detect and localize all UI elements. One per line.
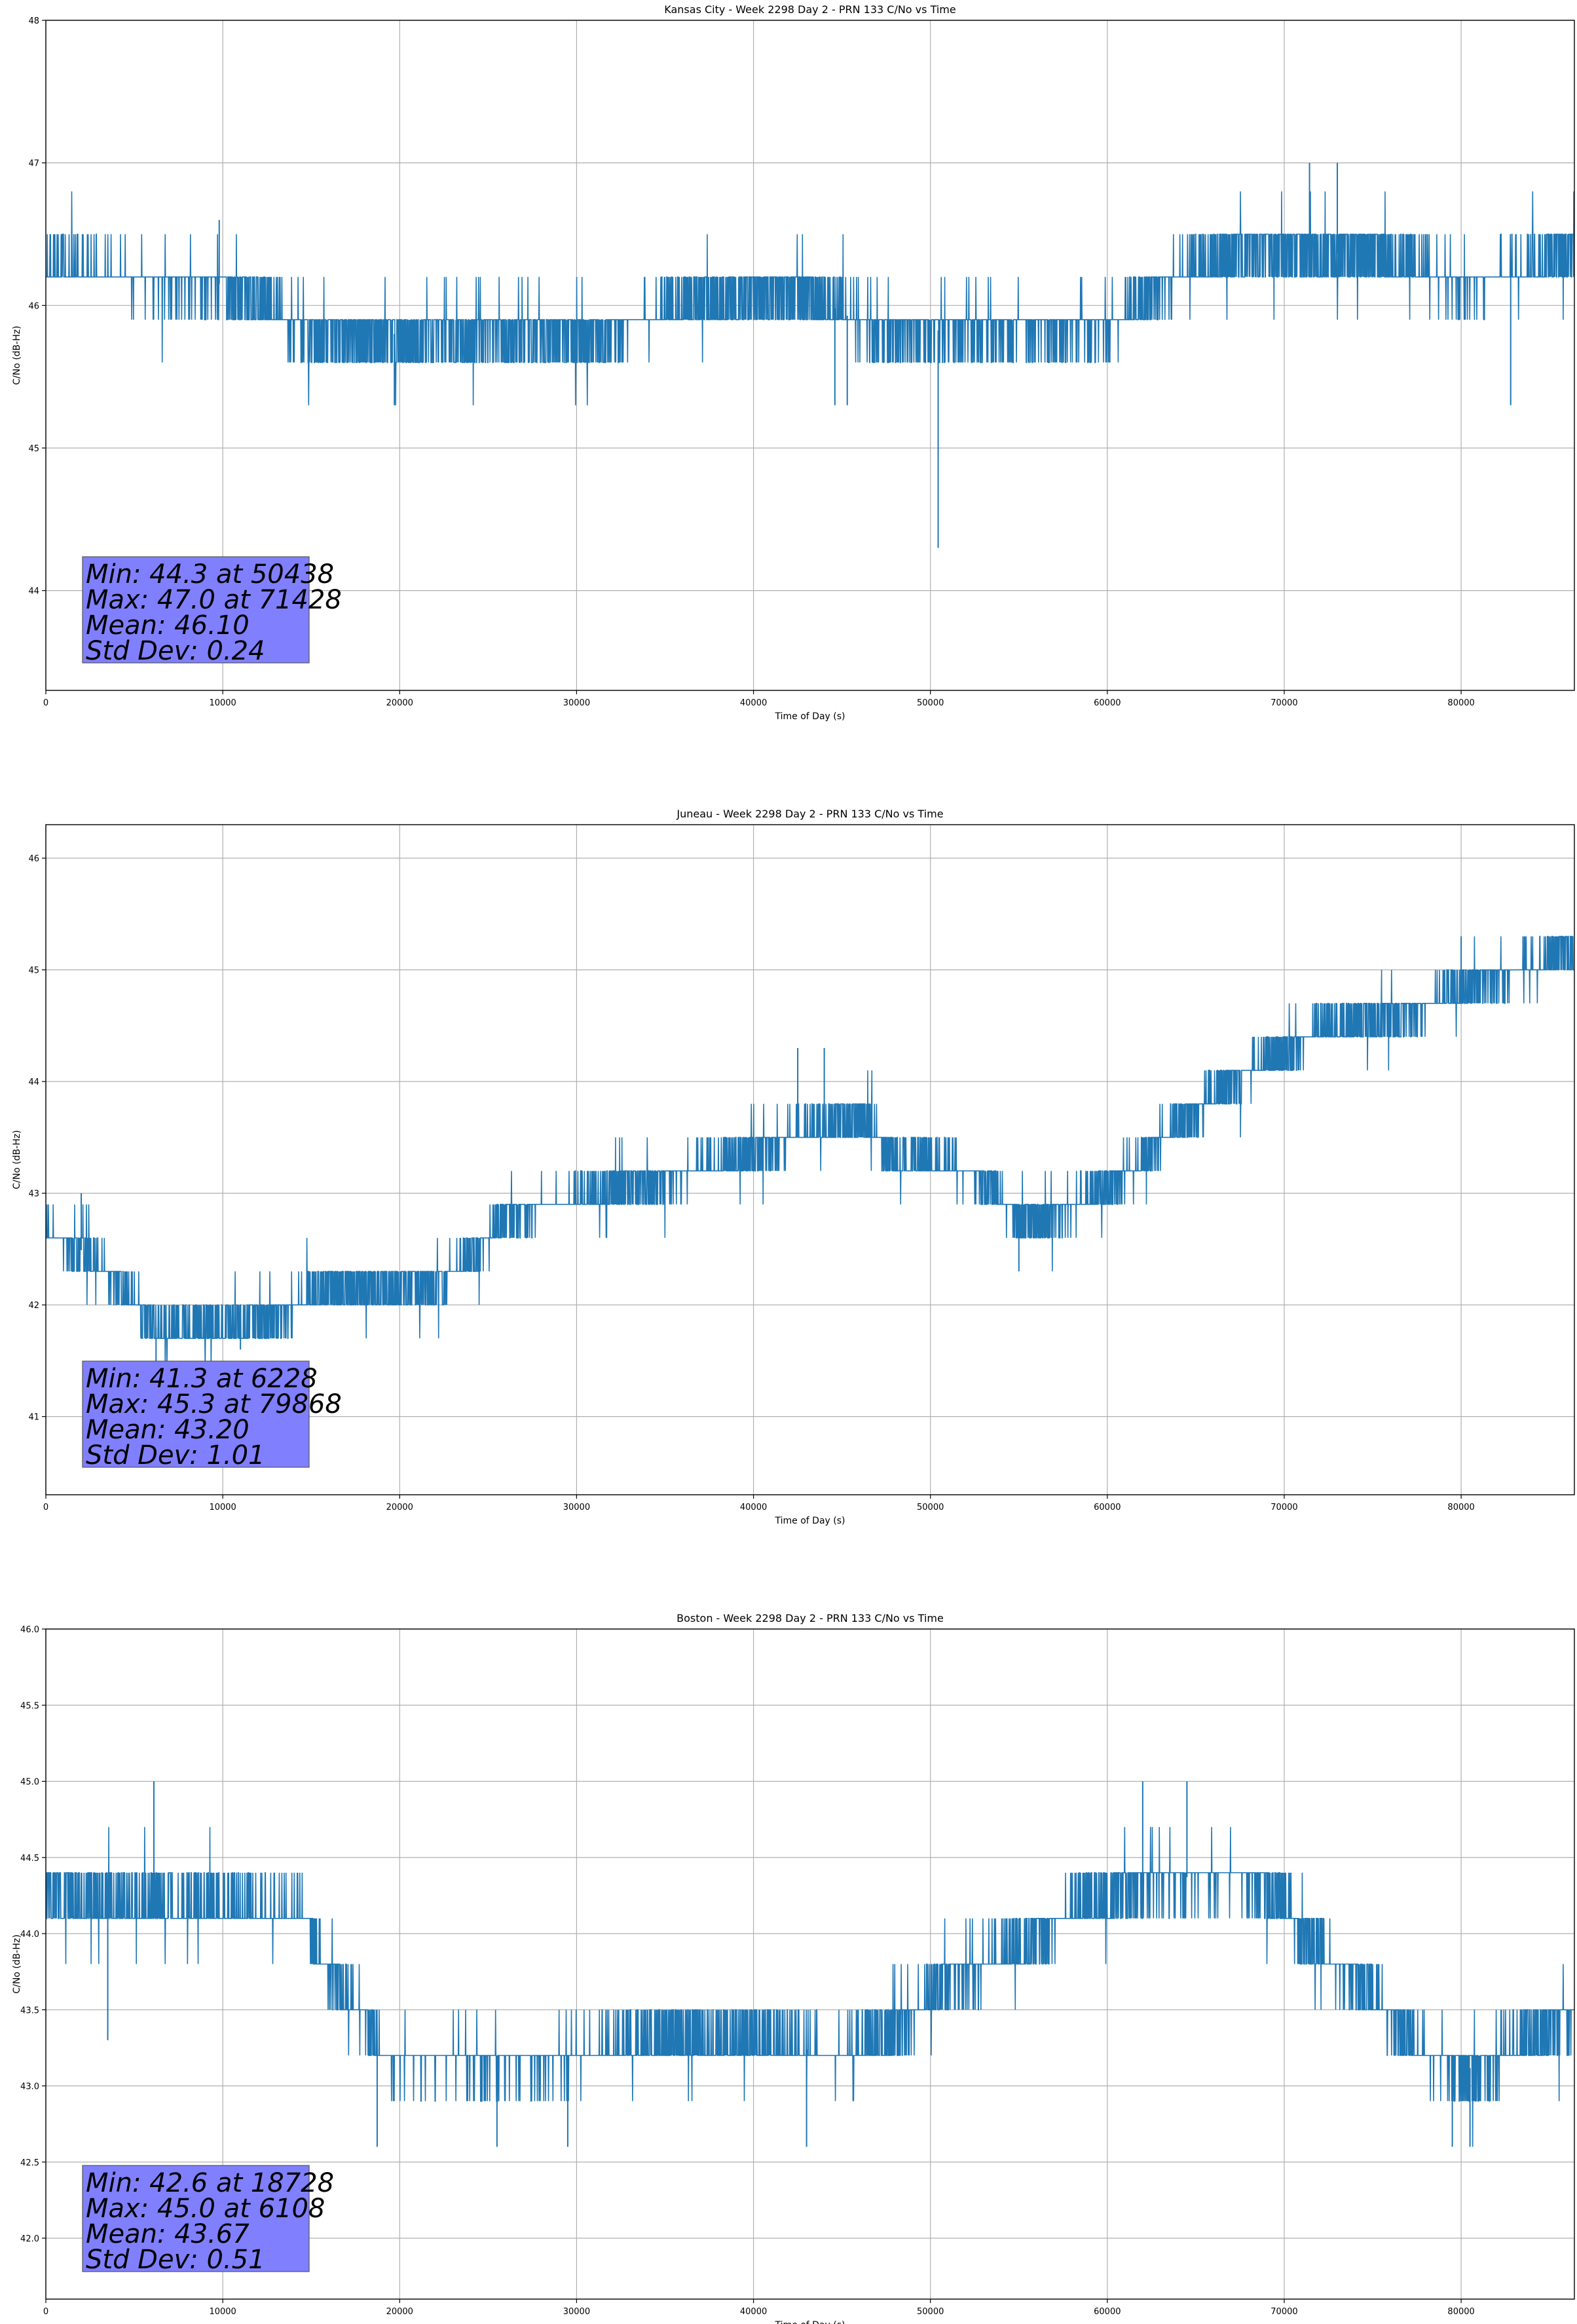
y-tick-label: 42.5 [20, 2158, 39, 2168]
chart-title: Kansas City - Week 2298 Day 2 - PRN 133 … [664, 3, 955, 16]
stats-line: Mean: 46.10 [86, 610, 250, 641]
chart-panel-2: Juneau - Week 2298 Day 2 - PRN 133 C/No … [12, 808, 1575, 1526]
y-tick-label: 44.5 [20, 1854, 39, 1864]
y-tick-label: 45 [28, 444, 39, 454]
x-tick-label: 50000 [917, 698, 944, 708]
y-tick-label: 44.0 [20, 1930, 39, 1940]
plot-frame [45, 824, 1575, 1495]
x-tick-label: 30000 [563, 2307, 590, 2317]
y-tick-label: 44 [28, 1078, 39, 1087]
y-tick-label: 42.0 [20, 2234, 39, 2244]
y-tick-label: 47 [28, 159, 39, 169]
stats-line: Min: 44.3 at 50438 [86, 559, 334, 590]
plot-frame [45, 20, 1575, 691]
x-axis-label: Time of Day (s) [775, 2320, 845, 2324]
x-tick-label: 30000 [563, 698, 590, 708]
x-axis-label: Time of Day (s) [775, 1516, 845, 1526]
x-axis-label: Time of Day (s) [775, 711, 845, 722]
x-tick-label: 80000 [1447, 1503, 1474, 1512]
x-tick-label: 80000 [1447, 698, 1474, 708]
y-axis-label: C/No (dB-Hz) [12, 326, 22, 384]
y-tick-label: 43.5 [20, 2006, 39, 2015]
stats-line: Std Dev: 0.51 [86, 2245, 265, 2275]
stats-line: Max: 45.0 at 6108 [86, 2194, 325, 2224]
x-tick-label: 10000 [209, 1503, 236, 1512]
x-tick-label: 40000 [740, 1503, 767, 1512]
data-series-line [46, 1827, 1574, 2147]
stats-line: Mean: 43.67 [86, 2219, 250, 2249]
stats-line: Std Dev: 1.01 [86, 1440, 265, 1471]
y-tick-label: 45 [28, 966, 39, 976]
x-tick-label: 60000 [1094, 698, 1121, 708]
x-tick-label: 0 [43, 2307, 48, 2317]
y-tick-label: 45.0 [20, 1778, 39, 1788]
x-tick-label: 20000 [386, 2307, 413, 2317]
stats-line: Std Dev: 0.24 [86, 636, 265, 666]
x-tick-label: 70000 [1271, 2307, 1297, 2317]
x-tick-label: 30000 [563, 1503, 590, 1512]
chart-panel-3: Boston - Week 2298 Day 2 - PRN 133 C/No … [12, 1612, 1575, 2324]
x-tick-label: 50000 [917, 2307, 944, 2317]
x-tick-label: 60000 [1094, 2307, 1121, 2317]
x-tick-label: 40000 [740, 2307, 767, 2317]
x-tick-label: 10000 [209, 698, 236, 708]
y-tick-label: 43 [28, 1190, 39, 1199]
y-tick-label: 43.0 [20, 2082, 39, 2092]
x-tick-label: 60000 [1094, 1503, 1121, 1512]
chart-title: Boston - Week 2298 Day 2 - PRN 133 C/No … [677, 1612, 944, 1624]
x-tick-label: 20000 [386, 698, 413, 708]
x-tick-label: 50000 [917, 1503, 944, 1512]
x-tick-label: 80000 [1447, 2307, 1474, 2317]
y-tick-label: 42 [28, 1301, 39, 1311]
y-axis-label: C/No (dB-Hz) [12, 1130, 22, 1189]
x-tick-label: 70000 [1271, 1503, 1297, 1512]
x-tick-label: 70000 [1271, 698, 1297, 708]
stats-line: Max: 47.0 at 71428 [86, 585, 342, 615]
data-series-line [46, 935, 1574, 1372]
stats-line: Mean: 43.20 [86, 1415, 250, 1445]
data-series-line [46, 191, 1574, 405]
plot-frame [45, 1628, 1575, 2300]
y-axis-label: C/No (dB-Hz) [12, 1934, 22, 1993]
y-tick-label: 44 [28, 587, 39, 597]
y-tick-label: 46.0 [20, 1625, 39, 1635]
chart-title: Juneau - Week 2298 Day 2 - PRN 133 C/No … [676, 808, 943, 820]
x-tick-label: 20000 [386, 1503, 413, 1512]
x-tick-label: 0 [43, 1503, 48, 1512]
y-tick-label: 41 [28, 1413, 39, 1423]
stats-box [82, 556, 310, 664]
stats-line: Min: 41.3 at 6228 [86, 1364, 318, 1394]
chart-panel-1: Kansas City - Week 2298 Day 2 - PRN 133 … [12, 3, 1575, 722]
stats-box [82, 1360, 310, 1468]
y-tick-label: 46 [28, 854, 39, 864]
x-tick-label: 40000 [740, 698, 767, 708]
stats-line: Max: 45.3 at 79868 [86, 1389, 342, 1419]
x-tick-label: 0 [43, 698, 48, 708]
y-tick-label: 46 [28, 301, 39, 311]
y-tick-label: 45.5 [20, 1701, 39, 1711]
stats-line: Min: 42.6 at 18728 [86, 2168, 334, 2198]
y-tick-label: 48 [28, 16, 39, 26]
stats-box [82, 2165, 310, 2272]
x-tick-label: 10000 [209, 2307, 236, 2317]
